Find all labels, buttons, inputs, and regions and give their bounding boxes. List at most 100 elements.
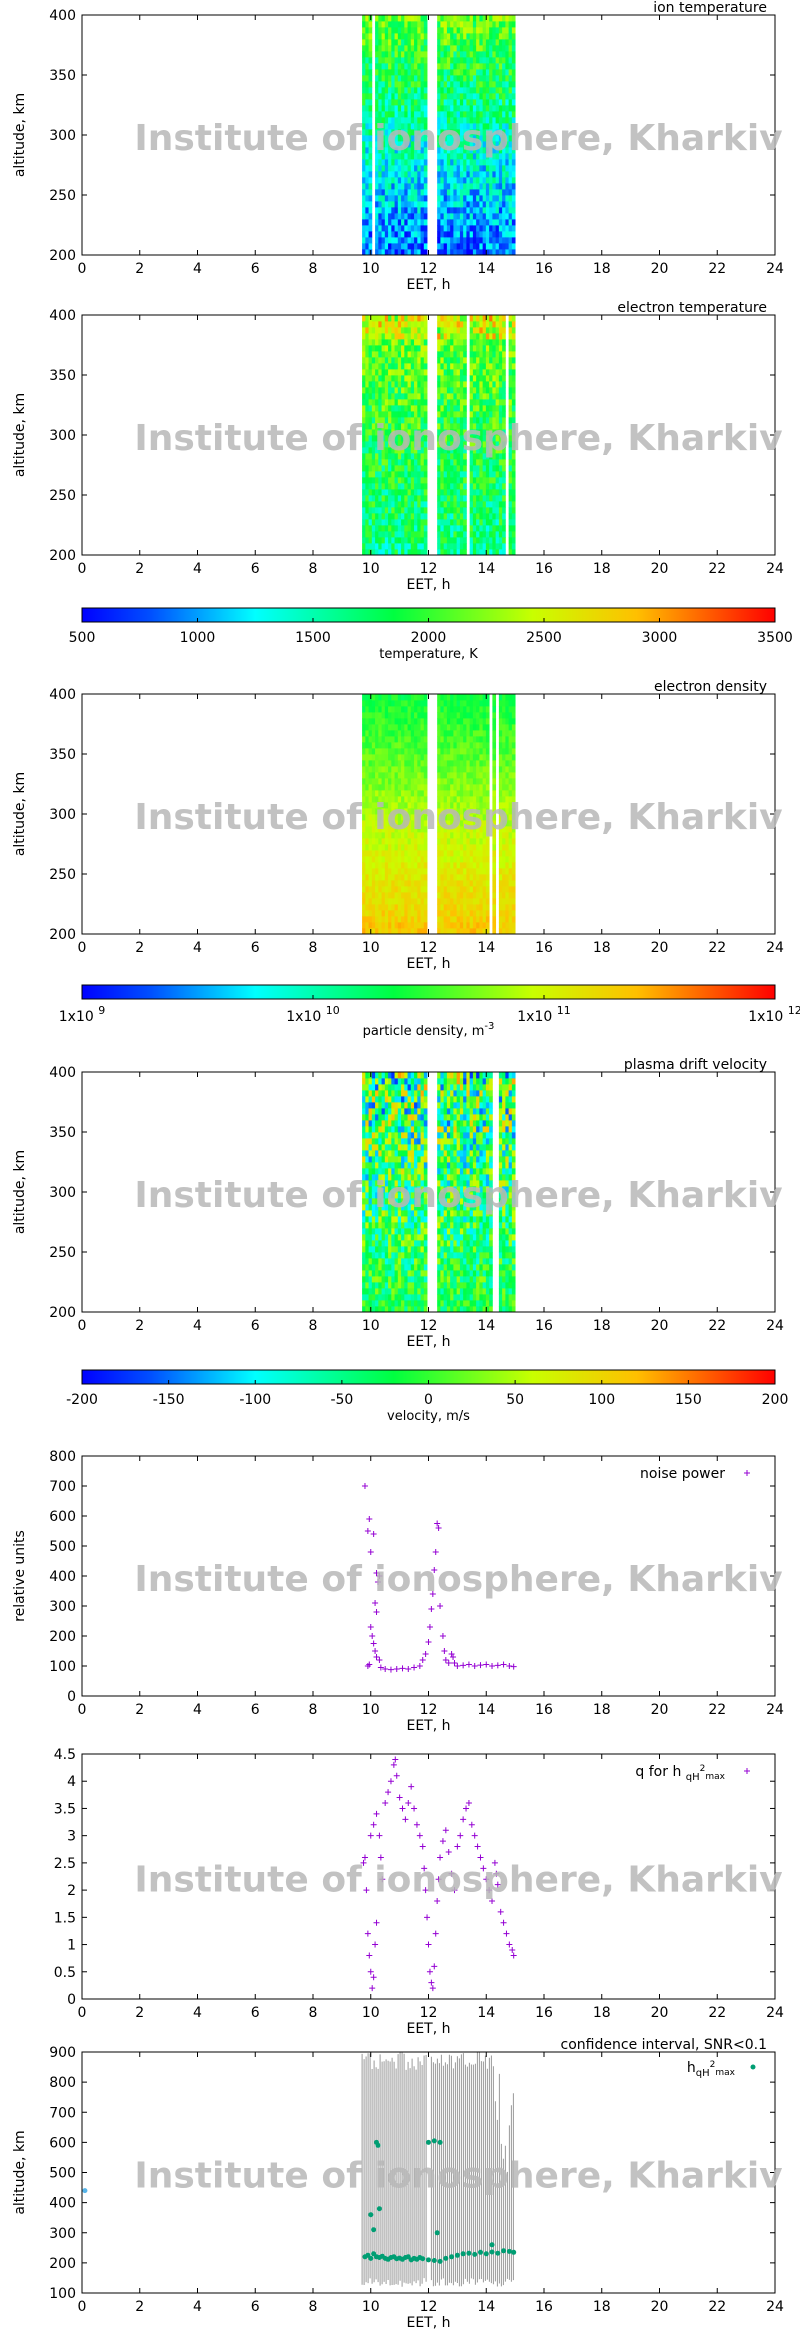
heatmap-cell <box>388 700 392 707</box>
heatmap-cell <box>397 519 402 526</box>
heatmap-cell <box>391 459 395 466</box>
heatmap-cell <box>407 93 412 100</box>
heatmap-cell <box>423 862 428 869</box>
panel-title: ion temperature <box>653 0 767 16</box>
heatmap-cell <box>417 760 421 767</box>
heatmap-cell <box>420 429 425 436</box>
heatmap-cell <box>368 21 373 28</box>
heatmap-cell <box>440 904 445 911</box>
heatmap-cell <box>466 832 471 839</box>
heatmap-cell <box>437 207 441 214</box>
heatmap-cell <box>505 141 510 148</box>
heatmap-cell <box>498 81 503 88</box>
heatmap-cell <box>362 147 366 154</box>
heatmap-cell <box>378 195 382 202</box>
heatmap-cell <box>466 784 471 791</box>
heatmap-cell <box>362 381 366 388</box>
heatmap-cell <box>456 315 461 322</box>
heatmap-cell <box>502 153 506 160</box>
heatmap-cell <box>388 525 392 532</box>
heatmap-cell <box>378 892 382 899</box>
heatmap-cell <box>437 339 441 346</box>
heatmap-cell <box>378 543 382 550</box>
heatmap-cell <box>365 892 369 899</box>
heatmap-cell <box>375 796 379 803</box>
heatmap-cell <box>466 802 471 809</box>
heatmap-cell <box>492 501 497 508</box>
heatmap-cell <box>495 237 500 244</box>
heatmap-cell <box>410 333 415 340</box>
heatmap-cell <box>423 141 428 148</box>
heatmap-cell <box>469 417 474 424</box>
heatmap-cell <box>394 195 399 202</box>
heatmap-cell <box>391 93 395 100</box>
heatmap-cell <box>401 21 405 28</box>
heatmap-cell <box>381 39 386 46</box>
heatmap-cell <box>394 225 399 232</box>
heatmap-cell <box>378 141 382 148</box>
heatmap-cell <box>446 736 451 743</box>
heatmap-cell <box>446 435 451 442</box>
heatmap-cell <box>375 724 379 731</box>
heatmap-cell <box>469 507 474 514</box>
heatmap-cell <box>463 15 467 22</box>
heatmap-cell <box>388 165 392 172</box>
heatmap-cell <box>469 429 474 436</box>
heatmap-cell <box>446 387 451 394</box>
heatmap-cell <box>394 513 399 520</box>
heatmap-cell <box>423 724 428 731</box>
heatmap-cell <box>410 778 415 785</box>
heatmap-cell <box>423 105 428 112</box>
heatmap-cell <box>482 183 487 190</box>
heatmap-cell <box>485 39 490 46</box>
heatmap-cell <box>404 27 408 34</box>
heatmap-cell <box>397 81 402 88</box>
heatmap-cell <box>456 766 461 773</box>
heatmap-cell <box>485 850 490 857</box>
heatmap-cell <box>459 718 464 725</box>
heatmap-cell <box>476 225 480 232</box>
heatmap-cell <box>423 153 428 160</box>
heatmap-cell <box>498 543 503 550</box>
heatmap-cell <box>407 393 412 400</box>
x-tick-label: 22 <box>708 561 726 577</box>
heatmap-cell <box>485 177 490 184</box>
heatmap-cell <box>492 850 497 857</box>
heatmap-cell <box>463 772 467 779</box>
heatmap-cell <box>472 105 477 112</box>
heatmap-cell <box>469 718 474 725</box>
heatmap-cell <box>371 718 376 725</box>
heatmap-cell <box>365 880 369 887</box>
heatmap-cell <box>391 519 395 526</box>
heatmap-cell <box>485 81 490 88</box>
heatmap-cell <box>476 543 480 550</box>
heatmap-cell <box>388 333 392 340</box>
heatmap-cell <box>456 531 461 538</box>
heatmap-cell <box>443 21 448 28</box>
heatmap-cell <box>485 129 490 136</box>
heatmap-cell <box>417 135 421 142</box>
heatmap-cell <box>384 453 389 460</box>
heatmap-cell <box>511 57 516 64</box>
heatmap-cell <box>420 760 425 767</box>
heatmap-cell <box>378 159 382 166</box>
heatmap-cell <box>381 207 386 214</box>
heatmap-cell <box>459 730 464 737</box>
y-tick-label: 400 <box>49 308 76 324</box>
heatmap-cell <box>407 922 412 929</box>
heatmap-cell <box>404 357 408 364</box>
heatmap-cell <box>456 33 461 40</box>
heatmap-cell <box>368 844 373 851</box>
heatmap-cell <box>417 694 421 701</box>
heatmap-cell <box>443 435 448 442</box>
heatmap-cell <box>371 489 376 496</box>
heatmap-cell <box>469 814 474 821</box>
heatmap-cell <box>495 339 500 346</box>
heatmap-cell <box>410 910 415 917</box>
heatmap-cell <box>469 489 474 496</box>
heatmap-cell <box>492 375 497 382</box>
heatmap-cell <box>414 459 418 466</box>
heatmap-cell <box>489 219 493 226</box>
heatmap-cell <box>378 862 382 869</box>
heatmap-cell <box>407 141 412 148</box>
